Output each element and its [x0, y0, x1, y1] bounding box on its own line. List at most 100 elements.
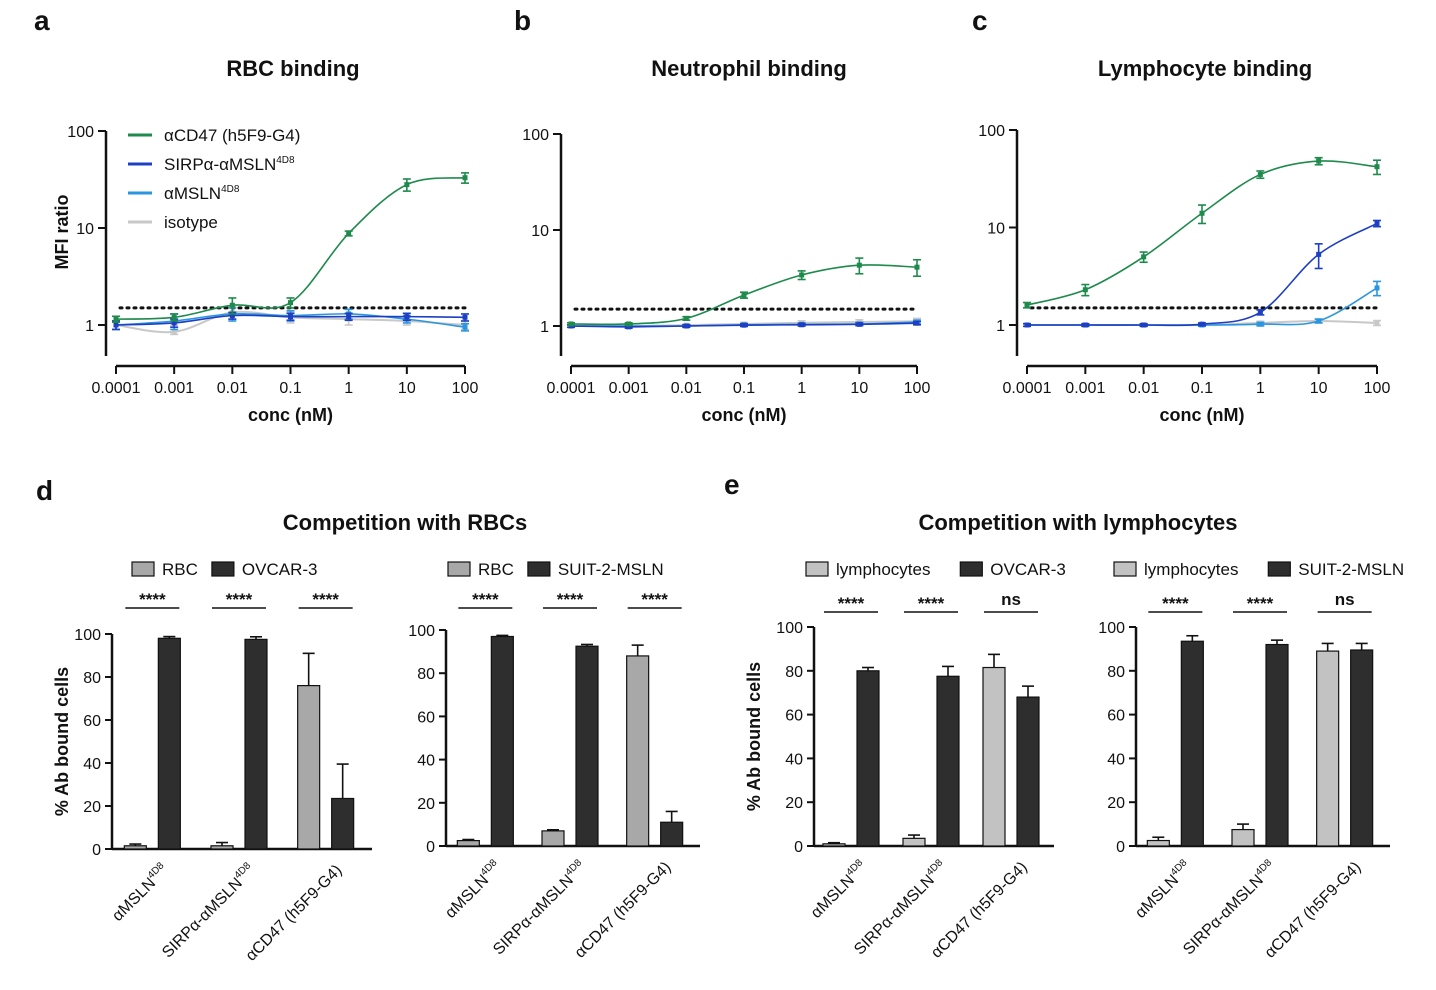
- x-tick-label: 10: [398, 380, 416, 397]
- legend-label: OVCAR-3: [242, 560, 318, 579]
- x-tick-label: 0.001: [154, 380, 194, 397]
- category-label: SIRPα-αMSLN4D8: [1179, 857, 1280, 958]
- category-label: αMSLN4D8: [1131, 857, 1196, 922]
- line-legend: αCD47 (h5F9-G4) SIRPα-αMSLN4D8 αMSLN4D8 iso…: [128, 126, 300, 232]
- data-point: [462, 175, 468, 181]
- bar: [1316, 650, 1340, 847]
- chart-d-right: RBC SUIT-2-MSLN 0 20 40 60 80 100 **** αMSLN4D8 **…: [408, 560, 700, 962]
- y-tick-label: 0: [426, 839, 435, 856]
- legend-swatch: [1113, 561, 1137, 577]
- x-tick-label: 10: [850, 380, 868, 397]
- data-point: [229, 302, 235, 308]
- data-point: [856, 321, 862, 327]
- y-axis-label: MFI ratio: [52, 194, 72, 269]
- x-axis-label: conc (nM): [1160, 405, 1245, 425]
- y-axis-label: % Ab bound cells: [52, 667, 72, 816]
- data-point: [1257, 171, 1263, 177]
- x-tick-label: 1: [344, 380, 353, 397]
- bar: [660, 821, 684, 847]
- y-tick-label: 20: [83, 799, 101, 816]
- legend-swatch: [805, 561, 829, 577]
- data-point: [288, 314, 293, 320]
- bar: [1180, 640, 1204, 847]
- x-axis-label: conc (nM): [248, 405, 333, 425]
- bar: [902, 837, 926, 847]
- category-label: αCD47 (h5F9-G4): [572, 859, 675, 962]
- data-point: [799, 272, 805, 278]
- legend-label: SIRPα-αMSLN4D8: [164, 155, 295, 174]
- data-point: [1374, 220, 1380, 226]
- bar: [490, 635, 514, 847]
- x-tick-label: 100: [1364, 380, 1391, 397]
- data-point: [1316, 318, 1322, 324]
- data-point: [568, 321, 574, 327]
- data-point: [1082, 287, 1088, 293]
- y-tick-label: 40: [417, 753, 435, 770]
- legend-label: lymphocytes: [1144, 560, 1238, 579]
- data-point: [229, 313, 235, 319]
- data-point: [1199, 210, 1205, 216]
- group-d-title: Competition with RBCs: [283, 510, 527, 535]
- data-point: [914, 320, 920, 326]
- bar: [1146, 839, 1170, 847]
- data-point: [1082, 322, 1088, 328]
- chart-b-neutrophil-binding: Neutrophil binding 1 10 100 0.0001 0.001 0.01 0…: [522, 56, 930, 425]
- y-tick-label: 20: [785, 795, 803, 812]
- y-tick-label: 80: [417, 666, 435, 683]
- y-tick-label: 10: [987, 221, 1005, 238]
- x-tick-label: 100: [904, 380, 931, 397]
- chart-title: RBC binding: [226, 56, 359, 81]
- data-point: [1024, 322, 1030, 328]
- data-point: [171, 314, 177, 320]
- y-tick-label: 10: [531, 223, 549, 240]
- legend-label: RBC: [478, 560, 514, 579]
- bar: [297, 684, 321, 850]
- legend-label: αCD47 (h5F9-G4): [164, 126, 300, 145]
- legend-swatch: [959, 561, 983, 577]
- bar: [123, 845, 147, 850]
- y-tick-label: 40: [1107, 751, 1125, 768]
- chart-a-rbc-binding: RBC binding 1 10 100 0.0001 0.001 0.01 0.1 1 10 10…: [52, 56, 478, 425]
- y-tick-label: 80: [83, 670, 101, 687]
- legend-label: isotype: [164, 213, 218, 232]
- panel-label-a: a: [34, 5, 50, 36]
- category-label: αMSLN4D8: [441, 857, 506, 922]
- significance-label: ns: [1335, 590, 1355, 609]
- data-point: [462, 324, 468, 330]
- bar: [982, 666, 1006, 847]
- chart-c-lymphocyte-binding: Lymphocyte binding 1 10 100 0.0001 0.001 0.01 0…: [978, 56, 1390, 425]
- significance-label: ****: [139, 590, 166, 609]
- x-tick-label: 0.01: [1128, 380, 1159, 397]
- y-tick-label: 100: [776, 620, 803, 637]
- series-line-SIRPa_aMSLN: [1026, 222, 1378, 327]
- y-tick-label: 40: [785, 751, 803, 768]
- chart-d-left: RBC OVCAR-3 0 20 40 60 80 100 % Ab bound cells **…: [52, 560, 372, 965]
- series-aCD47: [112, 172, 469, 323]
- y-tick-label: 1: [540, 319, 549, 336]
- legend-swatch: [447, 561, 471, 577]
- series-line-aCD47: [1026, 160, 1378, 306]
- data-point: [741, 322, 747, 328]
- data-point: [1257, 309, 1263, 315]
- panel-label-e: e: [724, 469, 740, 500]
- series-SIRPa_aMSLN: [1023, 219, 1381, 328]
- y-tick-label: 60: [83, 713, 101, 730]
- legend-label: SUIT-2-MSLN: [558, 560, 664, 579]
- data-point: [404, 182, 410, 188]
- significance-label: ****: [1162, 594, 1189, 613]
- data-point: [683, 323, 689, 329]
- data-point: [462, 314, 468, 320]
- x-tick-label: 1: [1256, 380, 1265, 397]
- data-point: [856, 262, 862, 268]
- y-tick-label: 80: [1107, 664, 1125, 681]
- x-tick-label: 1: [797, 380, 806, 397]
- significance-label: ****: [641, 590, 668, 609]
- legend-swatch: [1267, 561, 1291, 577]
- y-axis-label: % Ab bound cells: [744, 662, 764, 811]
- data-point: [626, 321, 632, 327]
- data-point: [1374, 320, 1380, 326]
- series-aCD47: [1023, 156, 1381, 309]
- panel-label-d: d: [36, 475, 53, 506]
- y-tick-label: 0: [794, 839, 803, 856]
- legend-label: OVCAR-3: [990, 560, 1066, 579]
